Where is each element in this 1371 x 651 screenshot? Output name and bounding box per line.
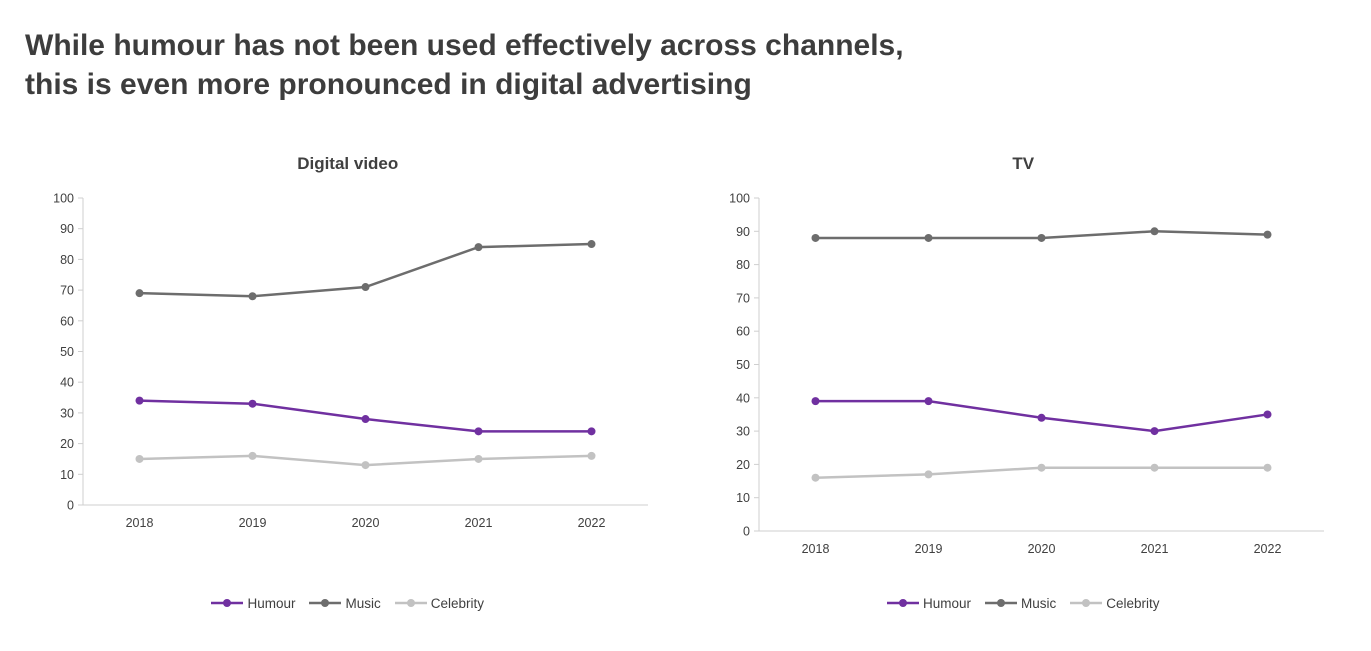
y-tick-label: 0 <box>67 499 74 513</box>
data-point-music <box>924 233 933 242</box>
data-point-celebrity <box>1150 463 1159 472</box>
chart-title-tv: TV <box>1012 154 1035 173</box>
chart-legend-tv: Humour Music Celebrity <box>886 595 1160 617</box>
y-tick-label: 50 <box>736 358 750 372</box>
legend-marker-icon <box>984 599 1017 608</box>
legend-label: Humour <box>247 595 296 611</box>
y-tick-label: 40 <box>736 391 750 405</box>
legend-label: Humour <box>922 595 971 611</box>
y-tick-label: 90 <box>60 222 74 236</box>
x-tick-label: 2019 <box>914 542 942 556</box>
legend-item-humour: Humour <box>211 595 296 611</box>
legend-marker-icon <box>394 599 427 608</box>
x-tick-label: 2018 <box>801 542 829 556</box>
line-chart-tv: 0 10 20 30 40 50 60 70 80 90 100 2018 2019 2020 2021 20… <box>711 190 1336 565</box>
legend-item-celebrity: Celebrity <box>1070 595 1160 611</box>
x-tick-label: 2022 <box>578 516 606 530</box>
x-tick-label: 2020 <box>352 516 380 530</box>
data-point-humour <box>924 397 933 406</box>
y-tick-label: 10 <box>60 468 74 482</box>
y-tick-label: 80 <box>60 253 74 267</box>
data-point-celebrity <box>474 454 483 463</box>
y-tick-label: 30 <box>736 425 750 439</box>
line-chart-digital-video: 0 10 20 30 40 50 60 70 80 90 100 2018 2019 2020 2021 20… <box>35 190 660 539</box>
chart-svg: 0 10 20 30 40 50 60 70 80 90 100 2018 2019 2020 2021 20… <box>53 192 649 530</box>
chart-svg: 0 10 20 30 40 50 60 70 80 90 100 2018 2019 2020 2021 20… <box>729 192 1324 556</box>
y-tick-label: 20 <box>736 458 750 472</box>
y-tick-label: 30 <box>60 406 74 420</box>
legend-label: Music <box>345 595 381 611</box>
legend-item-music: Music <box>984 595 1057 611</box>
legend-item-celebrity: Celebrity <box>394 595 485 611</box>
y-tick-label: 60 <box>60 314 74 328</box>
legend-marker-icon <box>1070 599 1103 608</box>
data-point-celebrity <box>1263 463 1272 472</box>
data-point-celebrity <box>587 451 596 460</box>
data-point-humour <box>1263 410 1272 419</box>
data-point-music <box>587 240 596 249</box>
data-point-music <box>811 233 820 242</box>
x-tick-label: 2020 <box>1027 542 1055 556</box>
legend-marker-icon <box>309 599 342 608</box>
y-tick-label: 100 <box>729 192 750 206</box>
data-point-humour <box>587 427 596 436</box>
x-tick-label: 2021 <box>465 516 493 530</box>
data-point-music <box>1037 233 1046 242</box>
page-title-line2: this is even more pronounced in digital … <box>25 68 752 101</box>
legend-item-music: Music <box>309 595 381 611</box>
data-point-humour <box>248 399 257 408</box>
data-point-music <box>248 292 257 301</box>
data-point-humour <box>811 397 820 406</box>
data-point-humour <box>361 415 370 424</box>
data-point-humour <box>1150 427 1159 436</box>
legend-label: Celebrity <box>430 595 485 611</box>
data-point-celebrity <box>811 473 820 482</box>
y-tick-label: 90 <box>736 225 750 239</box>
y-tick-label: 100 <box>53 192 74 206</box>
x-tick-label: 2018 <box>126 516 154 530</box>
data-point-music <box>361 283 370 292</box>
y-tick-label: 40 <box>60 376 74 390</box>
y-tick-label: 80 <box>736 258 750 272</box>
y-tick-label: 60 <box>736 325 750 339</box>
legend-marker-icon <box>886 599 919 608</box>
y-tick-label: 0 <box>743 525 750 539</box>
x-tick-label: 2019 <box>239 516 267 530</box>
chart-digital-video: Digital video 0 10 20 30 40 50 60 70 80 90 100 2018… <box>25 154 671 616</box>
chart-legend-digital-video: Humour Music Celebrity <box>211 595 485 617</box>
charts-row: Digital video 0 10 20 30 40 50 60 70 80 90 100 2018… <box>25 154 1346 616</box>
data-point-humour <box>135 396 144 405</box>
y-tick-label: 70 <box>736 291 750 305</box>
y-tick-label: 20 <box>60 437 74 451</box>
page-title: While humour has not been used effective… <box>25 26 1346 104</box>
data-point-music <box>1263 230 1272 239</box>
legend-item-humour: Humour <box>886 595 971 611</box>
data-point-music <box>135 289 144 298</box>
legend-marker-icon <box>211 599 244 608</box>
y-tick-label: 10 <box>736 491 750 505</box>
legend-label: Celebrity <box>1106 595 1160 611</box>
data-point-music <box>1150 227 1159 236</box>
data-point-humour <box>474 427 483 436</box>
data-point-celebrity <box>135 454 144 463</box>
page-title-line1: While humour has not been used effective… <box>25 29 904 62</box>
chart-tv: TV 0 10 20 30 40 50 60 70 80 90 100 2018 2019 2020 202… <box>701 154 1347 616</box>
data-point-music <box>474 243 483 252</box>
chart-title-digital-video: Digital video <box>297 154 399 173</box>
legend-label: Music <box>1020 595 1057 611</box>
y-tick-label: 50 <box>60 345 74 359</box>
x-tick-label: 2022 <box>1253 542 1281 556</box>
data-point-humour <box>1037 413 1046 422</box>
x-tick-label: 2021 <box>1140 542 1168 556</box>
data-point-celebrity <box>1037 463 1046 472</box>
data-point-celebrity <box>924 470 933 479</box>
y-tick-label: 70 <box>60 284 74 298</box>
data-point-celebrity <box>248 451 257 460</box>
data-point-celebrity <box>361 461 370 470</box>
